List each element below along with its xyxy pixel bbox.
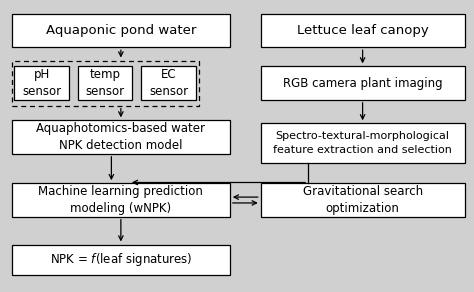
Text: Gravitational search
optimization: Gravitational search optimization [302, 185, 423, 215]
Bar [261, 124, 465, 163]
Bar [12, 245, 230, 275]
Bar [12, 183, 230, 217]
Bar [261, 183, 465, 217]
Bar [14, 67, 69, 100]
Bar [261, 67, 465, 100]
Bar [141, 67, 196, 100]
Text: Spectro-textural-morphological
feature extraction and selection: Spectro-textural-morphological feature e… [273, 131, 452, 155]
Text: Aquaphotomics-based water
NPK detection model: Aquaphotomics-based water NPK detection … [36, 122, 205, 152]
Bar [12, 120, 230, 154]
Text: temp
sensor: temp sensor [86, 68, 125, 98]
Text: pH
sensor: pH sensor [22, 68, 61, 98]
Text: NPK = $f$(leaf signatures): NPK = $f$(leaf signatures) [50, 251, 192, 268]
Text: RGB camera plant imaging: RGB camera plant imaging [283, 77, 442, 90]
Bar [78, 67, 132, 100]
Bar [261, 14, 465, 47]
Bar [11, 61, 199, 106]
Bar [12, 14, 230, 47]
Text: Lettuce leaf canopy: Lettuce leaf canopy [297, 24, 428, 37]
Text: Aquaponic pond water: Aquaponic pond water [46, 24, 196, 37]
Text: Machine learning prediction
modeling (wNPK): Machine learning prediction modeling (wN… [38, 185, 203, 215]
Text: EC
sensor: EC sensor [149, 68, 188, 98]
